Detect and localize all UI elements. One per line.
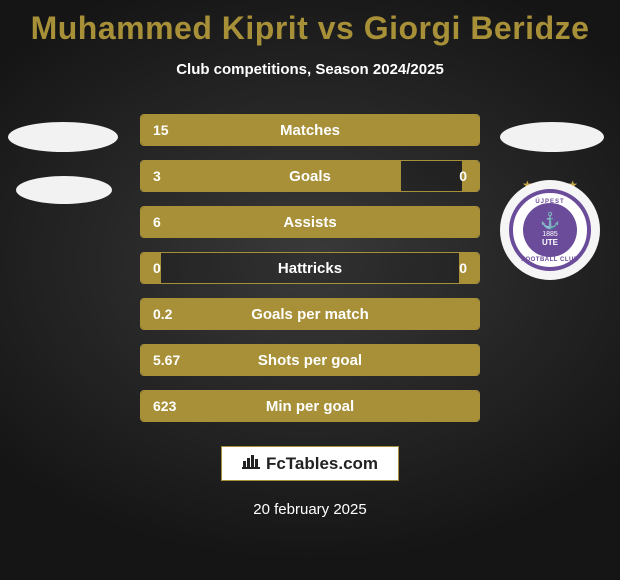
content-root: Muhammed Kiprit vs Giorgi Beridze Club c… xyxy=(0,0,620,580)
stat-label: Assists xyxy=(141,207,479,237)
stat-label: Goals xyxy=(141,161,479,191)
page-title: Muhammed Kiprit vs Giorgi Beridze xyxy=(31,10,590,47)
chart-icon xyxy=(242,453,260,474)
stat-label: Shots per goal xyxy=(141,345,479,375)
stat-row: 0.2Goals per match xyxy=(140,298,480,330)
source-logo: FcTables.com xyxy=(221,446,399,481)
date-text: 20 february 2025 xyxy=(253,501,366,518)
stat-row: 30Goals xyxy=(140,160,480,192)
stat-label: Matches xyxy=(141,115,479,145)
stat-label: Min per goal xyxy=(141,391,479,421)
stat-row: 623Min per goal xyxy=(140,390,480,422)
stat-row: 00Hattricks xyxy=(140,252,480,284)
source-logo-text: FcTables.com xyxy=(266,454,378,474)
stat-row: 5.67Shots per goal xyxy=(140,344,480,376)
stat-row: 6Assists xyxy=(140,206,480,238)
stat-row: 15Matches xyxy=(140,114,480,146)
stat-label: Hattricks xyxy=(141,253,479,283)
comparison-bars: 15Matches 30Goals 6Assists 00Hattricks 0.2Go… xyxy=(0,114,620,422)
stat-label: Goals per match xyxy=(141,299,479,329)
subtitle: Club competitions, Season 2024/2025 xyxy=(176,61,444,78)
